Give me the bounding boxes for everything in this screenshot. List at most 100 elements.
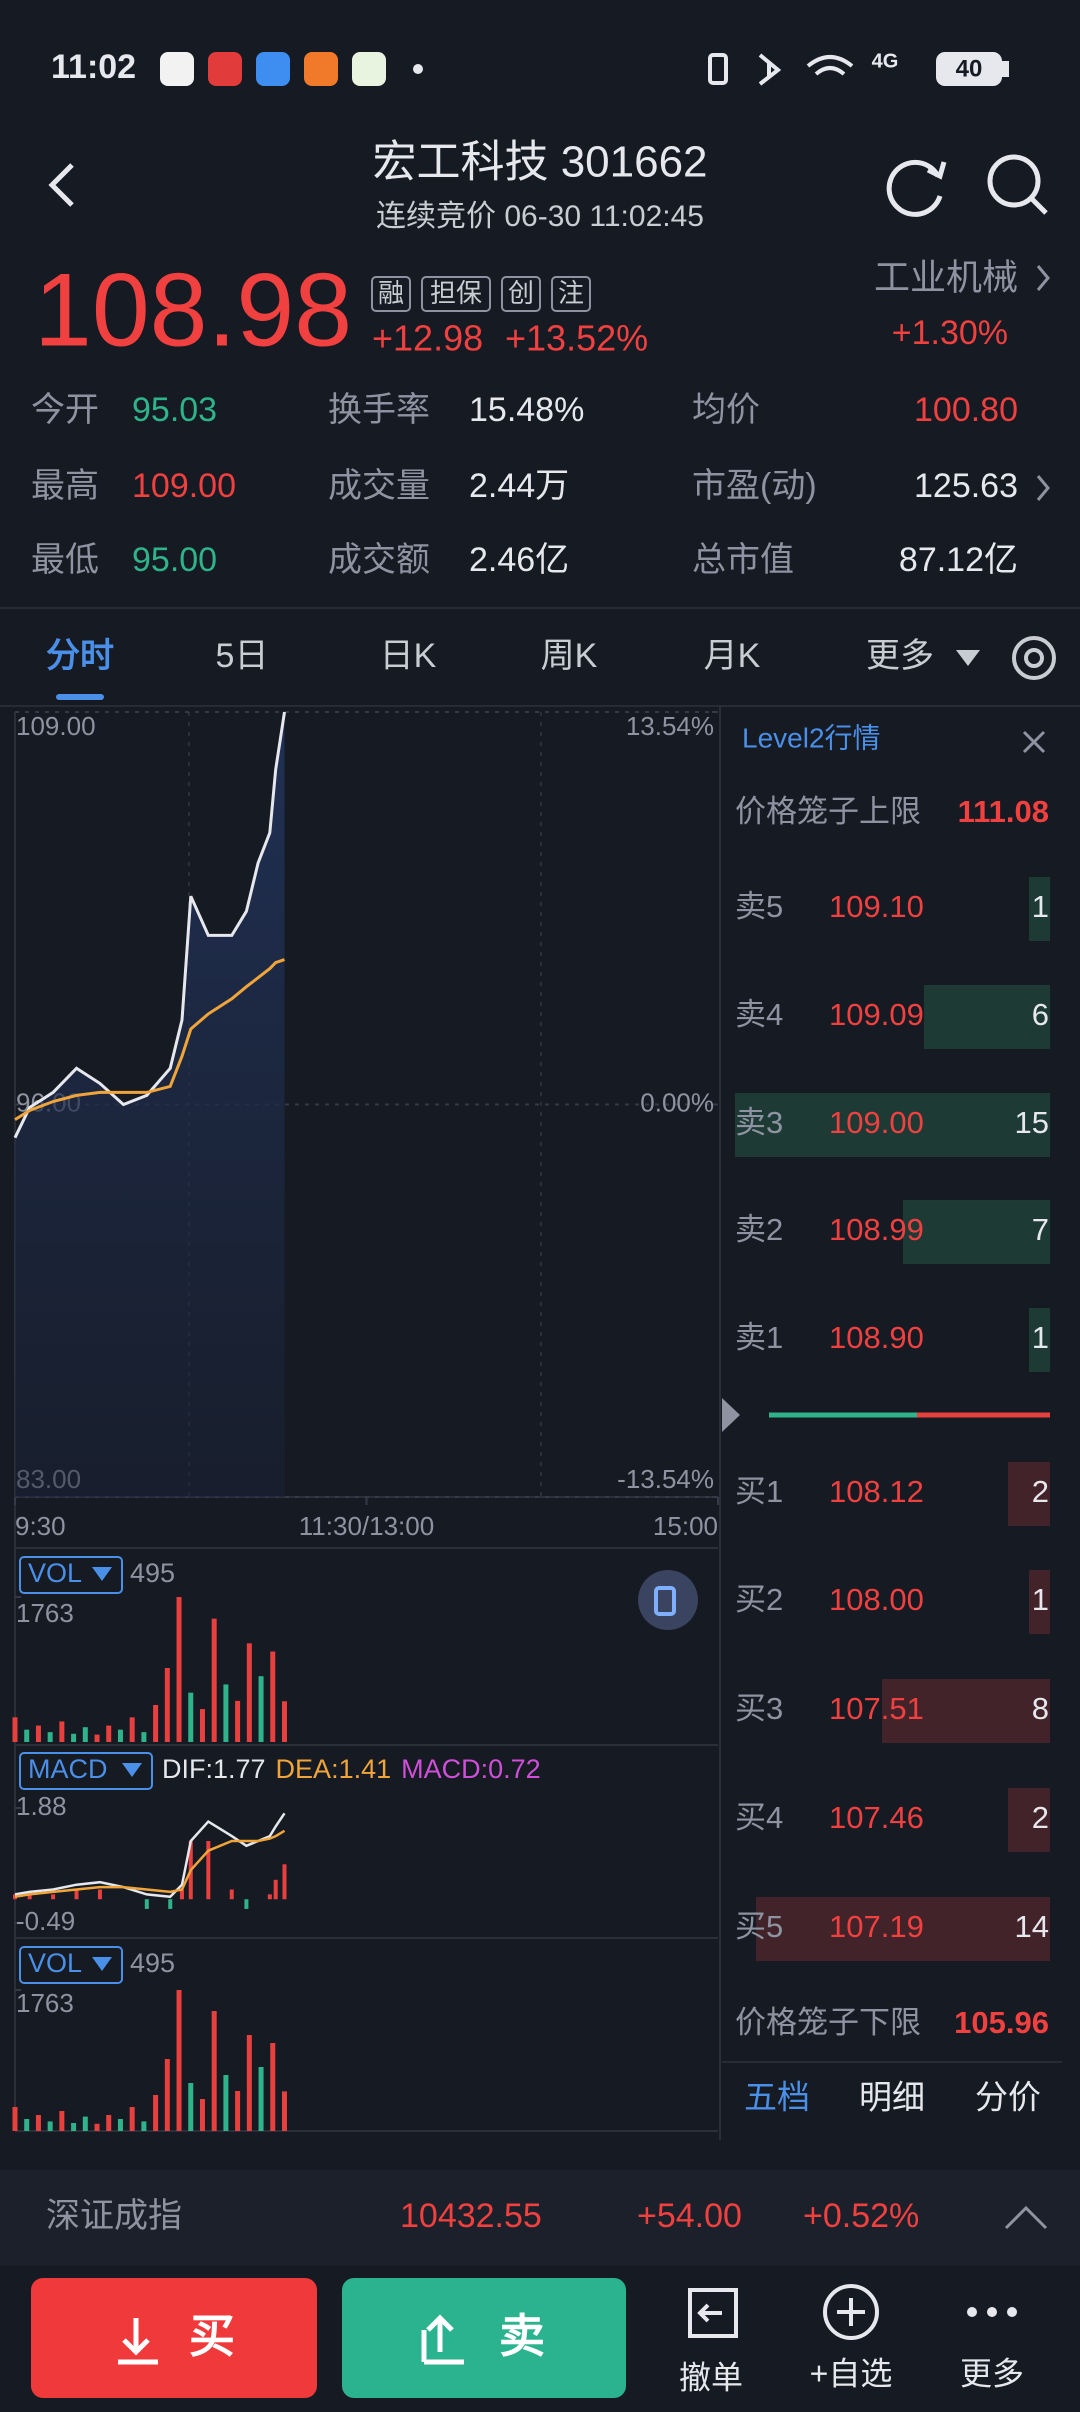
sector-name[interactable]: 工业机械 <box>874 257 1018 298</box>
volume-bar <box>141 1732 147 1742</box>
search-button[interactable] <box>987 154 1048 215</box>
collapse-arrow[interactable] <box>722 1398 740 1432</box>
volume-bar <box>235 1700 241 1742</box>
volume-bar <box>188 2083 194 2131</box>
chart-tab[interactable]: 更多 <box>866 637 934 675</box>
chart-tab[interactable]: 5日 <box>216 637 269 675</box>
close-button[interactable] <box>1022 730 1046 754</box>
expand-arrow[interactable] <box>1004 2205 1048 2230</box>
macd-bar <box>206 1840 211 1900</box>
settings-button[interactable] <box>1012 636 1056 680</box>
stats-arrow[interactable] <box>1036 475 1050 501</box>
system-icons <box>708 52 1009 86</box>
y-tick-label: 1.88 <box>16 1791 67 1821</box>
order-price: 109.00 <box>829 1105 924 1140</box>
buy-button[interactable] <box>31 2278 317 2398</box>
sector-change: +1.30% <box>892 314 1008 352</box>
volume-bar <box>71 2123 77 2131</box>
volume-bar <box>164 2059 170 2131</box>
dropdown-arrow <box>956 650 980 666</box>
indicator-selector[interactable] <box>19 1946 123 1984</box>
order-level: 卖2 <box>735 1212 783 1247</box>
network-label: 4G <box>872 50 899 72</box>
volume-bar <box>246 2035 252 2131</box>
volume-bar <box>176 1597 182 1742</box>
order-volume: 2 <box>1032 1800 1049 1835</box>
tag-box <box>371 276 411 312</box>
y2-tick-label: -13.54% <box>617 1464 714 1494</box>
rotate-button[interactable] <box>638 1570 698 1630</box>
index-bar[interactable] <box>0 2170 1080 2266</box>
order-volume: 15 <box>1015 1105 1049 1140</box>
status-time: 11:02 <box>51 48 136 86</box>
stat-label: 成交额 <box>328 541 430 579</box>
sell-button[interactable] <box>342 2278 626 2398</box>
stat-label: 换手率 <box>328 391 430 429</box>
macd-bar <box>229 1889 234 1900</box>
macd-bar <box>51 1894 56 1900</box>
order-price: 109.09 <box>829 997 924 1032</box>
level2-tab[interactable]: 分价 <box>975 2079 1041 2116</box>
cancel-label[interactable]: 撤单 <box>679 2359 743 2395</box>
tag: 担保 <box>430 278 482 308</box>
refresh-button[interactable] <box>886 159 947 217</box>
chart-tab[interactable]: 日K <box>380 637 437 675</box>
volume-bar <box>106 1725 112 1742</box>
order-volume: 1 <box>1032 1582 1049 1617</box>
stat-label: 均价 <box>692 391 760 429</box>
volume-last: 495 <box>130 1558 175 1588</box>
volume-bar <box>211 2011 217 2131</box>
chart-tab[interactable]: 月K <box>704 637 761 675</box>
trade-status: 连续竞价 06-30 11:02:45 <box>376 200 704 233</box>
level2-tab[interactable]: 五档 <box>744 2079 810 2116</box>
watch-label[interactable]: +自选 <box>810 2355 893 2391</box>
back-button[interactable] <box>48 163 74 207</box>
buy-label[interactable]: 买 <box>189 2310 235 2362</box>
order-level: 买4 <box>735 1800 783 1835</box>
order-volume: 1 <box>1032 1320 1049 1355</box>
order-level: 买5 <box>735 1909 783 1944</box>
volume-bar <box>12 1717 18 1742</box>
order-level: 买2 <box>735 1582 783 1617</box>
sector-arrow[interactable] <box>1036 265 1050 291</box>
index-value: 10432.55 <box>400 2197 542 2235</box>
volume-bar <box>94 1734 100 1742</box>
cancel-icon[interactable] <box>688 2288 738 2338</box>
depth-bar <box>1029 1570 1050 1634</box>
watch-icon[interactable] <box>823 2284 879 2340</box>
stat-value: 87.12亿 <box>899 541 1018 579</box>
battery-level: 40 <box>956 55 983 82</box>
more-label[interactable]: 更多 <box>960 2355 1024 2391</box>
chart-tab[interactable]: 分时 <box>46 637 114 675</box>
y-tick-label: -0.49 <box>16 1906 75 1936</box>
volume-bar <box>164 1667 170 1742</box>
volume-bar <box>176 1990 182 2131</box>
volume-bar <box>117 1729 123 1742</box>
selector-arrow <box>92 1957 112 1971</box>
price-line <box>13 711 286 1139</box>
depth-bar <box>756 1897 1050 1961</box>
selector-arrow <box>92 1567 112 1581</box>
volume-bar <box>211 1618 217 1742</box>
volume-bar <box>199 1709 205 1742</box>
volume-bar <box>141 2121 147 2131</box>
sell-label[interactable]: 卖 <box>499 2310 545 2362</box>
lower-limit-label: 价格笼子下限 <box>735 2005 921 2040</box>
level2-tab[interactable]: 明细 <box>859 2079 925 2116</box>
depth-bar <box>882 1679 1050 1743</box>
macd-bar <box>244 1899 249 1909</box>
macd-bar <box>179 1889 184 1900</box>
volume-bar <box>246 1643 252 1742</box>
indicator-selector[interactable] <box>19 1752 153 1790</box>
volume-bar <box>35 1725 41 1742</box>
y-tick-label: 1763 <box>16 1988 74 2018</box>
stat-value: 2.46亿 <box>469 541 569 579</box>
stat-value: 15.48% <box>469 391 584 429</box>
more-icon[interactable] <box>967 2307 1017 2317</box>
indicator-selector[interactable] <box>19 1556 123 1594</box>
volume-bar <box>82 2116 88 2131</box>
chart-tab[interactable]: 周K <box>541 637 598 675</box>
depth-bar <box>1029 877 1050 941</box>
selector-arrow <box>122 1763 142 1777</box>
